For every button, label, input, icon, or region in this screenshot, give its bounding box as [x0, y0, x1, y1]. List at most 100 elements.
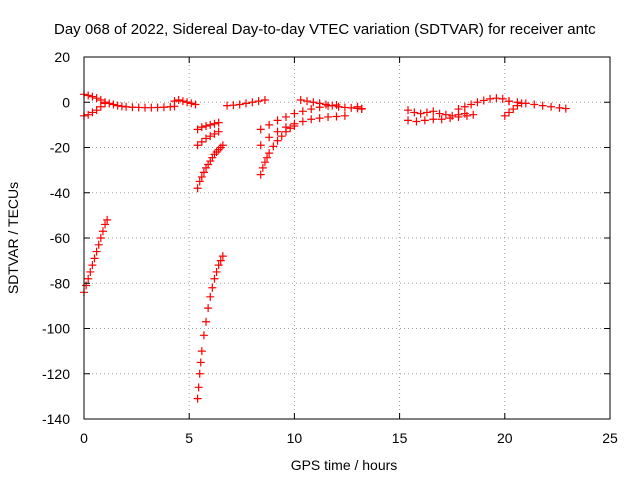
data-point — [315, 114, 324, 123]
y-tick-label: -60 — [50, 230, 70, 246]
data-point — [281, 112, 290, 121]
y-tick-label: 20 — [54, 49, 70, 65]
data-point — [555, 103, 564, 112]
data-point — [214, 118, 223, 127]
data-point — [265, 133, 274, 142]
data-point — [206, 132, 215, 141]
data-point — [410, 108, 419, 117]
x-tick-label: 10 — [287, 430, 303, 446]
data-point — [195, 369, 204, 378]
data-point — [193, 184, 202, 193]
data-point — [334, 102, 343, 111]
data-point — [82, 281, 91, 290]
data-point — [256, 125, 265, 134]
data-point — [90, 254, 99, 263]
data-point — [498, 94, 507, 103]
data-point — [210, 274, 219, 283]
x-tick-label: 25 — [602, 430, 618, 446]
data-series — [296, 95, 366, 113]
plot-frame — [83, 56, 611, 420]
x-tick-label: 0 — [80, 430, 88, 446]
data-point — [454, 112, 463, 121]
data-point — [538, 101, 547, 110]
data-point — [92, 94, 101, 103]
data-point — [307, 115, 316, 124]
data-point — [492, 94, 501, 103]
data-point — [265, 149, 274, 158]
data-point — [109, 100, 118, 109]
x-tick-label: 20 — [497, 430, 513, 446]
data-point — [332, 100, 341, 109]
data-point — [235, 100, 244, 109]
data-series — [404, 110, 478, 126]
data-point — [199, 331, 208, 340]
data-point — [500, 111, 509, 120]
data-point — [286, 124, 295, 133]
data-point — [265, 120, 274, 129]
data-series — [256, 122, 299, 179]
data-point — [479, 96, 488, 105]
data-point — [412, 117, 421, 126]
data-series — [170, 95, 200, 109]
y-tick-label: -20 — [50, 140, 70, 156]
data-point — [281, 127, 290, 136]
data-point — [273, 116, 282, 125]
data-point — [193, 125, 202, 134]
data-point — [196, 358, 205, 367]
data-point — [254, 97, 263, 106]
data-point — [98, 227, 107, 236]
data-point — [194, 383, 203, 392]
data-point — [193, 141, 202, 150]
data-point — [404, 106, 413, 115]
data-point — [191, 100, 200, 109]
data-point — [96, 102, 105, 111]
data-point — [429, 107, 438, 116]
data-point — [210, 119, 219, 128]
data-point — [340, 111, 349, 120]
data-point — [422, 108, 431, 117]
data-series — [256, 111, 349, 150]
y-tick-label: -40 — [50, 185, 70, 201]
data-point — [242, 99, 251, 108]
data-point — [521, 99, 530, 108]
data-point — [273, 136, 282, 145]
data-point — [298, 117, 307, 126]
data-point — [505, 108, 514, 117]
data-point — [96, 234, 105, 242]
data-point — [103, 215, 112, 224]
grid — [84, 57, 610, 419]
data-point — [84, 274, 93, 283]
x-axis-label: GPS time / hours — [291, 457, 398, 473]
data-point — [315, 99, 324, 108]
data-point — [273, 127, 282, 136]
data-point — [404, 116, 413, 125]
data-point — [324, 112, 333, 121]
data-series — [193, 127, 223, 150]
data-point — [96, 95, 105, 104]
data-point — [332, 112, 341, 121]
x-tick-label: 5 — [185, 430, 193, 446]
data-point — [206, 120, 215, 129]
data-point — [328, 101, 337, 110]
data-point — [199, 168, 208, 177]
data-point — [290, 122, 299, 131]
data-series — [80, 90, 179, 112]
data-series — [353, 102, 366, 114]
data-series — [193, 141, 227, 193]
data-point — [214, 261, 223, 270]
data-point — [202, 134, 211, 143]
data-point — [88, 92, 97, 101]
data-point — [204, 304, 213, 313]
data-point — [212, 267, 221, 276]
y-tick-label: -120 — [42, 366, 70, 382]
data-series — [404, 106, 469, 120]
data-point — [269, 142, 278, 151]
data-point — [113, 101, 122, 110]
data-point — [454, 105, 463, 114]
data-point — [296, 95, 305, 104]
data-point — [290, 109, 299, 118]
data-point — [509, 105, 518, 114]
data-series — [193, 118, 223, 134]
data-point — [473, 98, 482, 107]
data-point — [353, 102, 362, 111]
